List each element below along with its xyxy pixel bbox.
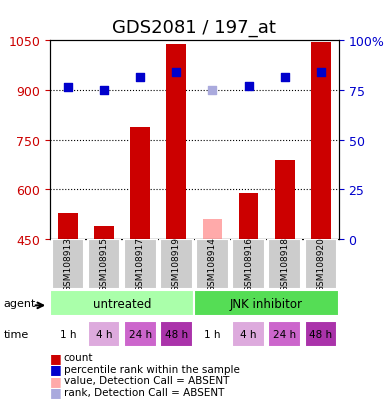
Text: GSM108914: GSM108914 — [208, 237, 217, 292]
Bar — [166, 45, 186, 240]
FancyBboxPatch shape — [124, 321, 157, 348]
FancyBboxPatch shape — [194, 291, 339, 316]
Text: 24 h: 24 h — [129, 330, 152, 339]
Text: 4 h: 4 h — [240, 330, 257, 339]
Point — [209, 88, 216, 94]
FancyBboxPatch shape — [52, 240, 84, 289]
FancyBboxPatch shape — [88, 321, 121, 348]
FancyBboxPatch shape — [160, 240, 192, 289]
Text: GSM108917: GSM108917 — [136, 237, 145, 292]
Text: ■: ■ — [50, 362, 62, 375]
Text: ■: ■ — [50, 385, 62, 399]
Text: 48 h: 48 h — [165, 330, 188, 339]
Text: ■: ■ — [50, 374, 62, 387]
Point — [318, 69, 324, 76]
Point — [246, 83, 252, 90]
FancyBboxPatch shape — [305, 240, 337, 289]
Text: GSM108918: GSM108918 — [280, 237, 289, 292]
Text: time: time — [4, 330, 29, 339]
Text: untreated: untreated — [93, 297, 151, 310]
Text: 48 h: 48 h — [309, 330, 332, 339]
Text: agent: agent — [4, 299, 36, 309]
Text: ■: ■ — [50, 351, 62, 364]
FancyBboxPatch shape — [160, 321, 192, 348]
Text: JNK inhibitor: JNK inhibitor — [230, 297, 303, 310]
Bar — [275, 160, 295, 240]
Text: GSM108915: GSM108915 — [100, 237, 109, 292]
Text: 1 h: 1 h — [204, 330, 221, 339]
Bar — [131, 127, 150, 240]
Text: GSM108913: GSM108913 — [64, 237, 73, 292]
Text: count: count — [64, 352, 93, 362]
FancyBboxPatch shape — [196, 321, 229, 348]
FancyBboxPatch shape — [52, 321, 84, 348]
Point — [173, 69, 179, 76]
Text: 4 h: 4 h — [96, 330, 112, 339]
Text: GSM108916: GSM108916 — [244, 237, 253, 292]
Bar — [311, 43, 331, 240]
FancyBboxPatch shape — [232, 321, 265, 348]
FancyBboxPatch shape — [88, 240, 121, 289]
Text: GSM108919: GSM108919 — [172, 237, 181, 292]
FancyBboxPatch shape — [50, 291, 194, 316]
FancyBboxPatch shape — [305, 321, 337, 348]
Text: 24 h: 24 h — [273, 330, 296, 339]
FancyBboxPatch shape — [124, 240, 157, 289]
Bar — [239, 193, 258, 240]
Text: percentile rank within the sample: percentile rank within the sample — [64, 364, 239, 374]
Bar — [94, 226, 114, 240]
Bar — [58, 213, 78, 240]
Text: value, Detection Call = ABSENT: value, Detection Call = ABSENT — [64, 375, 229, 385]
Text: rank, Detection Call = ABSENT: rank, Detection Call = ABSENT — [64, 387, 224, 397]
Text: 1 h: 1 h — [60, 330, 76, 339]
FancyBboxPatch shape — [196, 240, 229, 289]
Title: GDS2081 / 197_at: GDS2081 / 197_at — [112, 19, 276, 37]
Text: GSM108920: GSM108920 — [316, 237, 325, 292]
FancyBboxPatch shape — [232, 240, 265, 289]
Bar — [203, 220, 223, 240]
Point — [65, 84, 71, 91]
FancyBboxPatch shape — [268, 321, 301, 348]
Point — [101, 88, 107, 94]
Point — [137, 74, 143, 81]
FancyBboxPatch shape — [268, 240, 301, 289]
Point — [281, 74, 288, 81]
